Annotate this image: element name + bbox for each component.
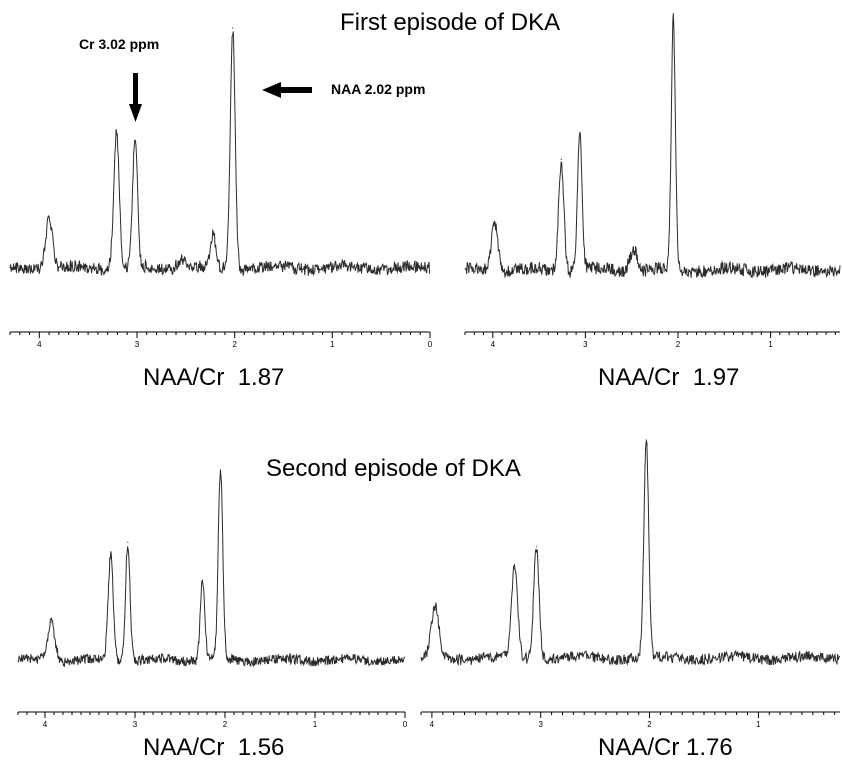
naa-peak-annotation: NAA 2.02 ppm (331, 81, 426, 97)
x-tick-label: 0 (403, 720, 408, 729)
peak-point-3 (127, 541, 129, 543)
x-tick-label: 0 (428, 340, 433, 349)
spectrum-trace (9, 31, 431, 276)
ratio-label-4: NAA/Cr 1.76 (598, 734, 733, 762)
ratio-name-1: NAA/Cr (143, 364, 225, 391)
peak-point-1 (48, 217, 50, 219)
ratio-value-3: 1.56 (237, 734, 285, 761)
x-tick-label: 2 (232, 340, 237, 349)
peak-point-1 (494, 221, 496, 223)
x-tick-label: 2 (676, 340, 681, 349)
peak-point-4 (632, 246, 635, 248)
cr-peak-annotation: Cr 3.02 ppm (79, 36, 160, 52)
x-tick-label: 4 (37, 340, 42, 349)
x-tick-label: 1 (768, 340, 773, 349)
peak-point-4 (180, 257, 182, 259)
ratio-value-4: 1.76 (686, 734, 733, 761)
ratio-value-1: 1.87 (237, 364, 285, 391)
x-tick-label: 2 (647, 720, 652, 729)
annotation-arrows (129, 73, 312, 122)
spectrum-trace (17, 469, 406, 668)
peak-point-6 (232, 27, 234, 29)
peak-point-4 (645, 439, 647, 441)
spectrum-trace (464, 13, 841, 279)
peak-point-2 (560, 158, 562, 160)
peak-point-4 (201, 579, 204, 581)
peak-point-2 (115, 130, 118, 132)
ratio-name-2: NAA/Cr (598, 364, 680, 391)
x-tick-label: 3 (133, 720, 138, 729)
spectrum-panel-2: 4 3 2 1 (464, 13, 841, 349)
ratio-name-4: NAA/Cr (598, 734, 680, 761)
x-tick-label: 4 (491, 340, 496, 349)
x-tick-label: 2 (223, 720, 228, 729)
x-tick-label: 3 (583, 340, 588, 349)
spectrum-panel-4: 4 3 2 1 (420, 439, 841, 729)
first-episode-heading: First episode of DKA (340, 9, 561, 36)
x-tick-label: 4 (43, 720, 48, 729)
peak-point-3 (579, 133, 581, 135)
x-tick-label: 1 (330, 340, 335, 349)
peak-point-3 (134, 140, 136, 142)
peak-point-3 (535, 546, 538, 548)
peak-point-2 (514, 568, 516, 570)
peak-point-1 (434, 607, 436, 609)
spectrum-panel-1: 4 3 2 1 0 (9, 27, 433, 349)
cr-arrow-icon (129, 73, 142, 122)
ratio-value-2: 1.97 (692, 364, 740, 391)
second-episode-heading: Second episode of DKA (266, 455, 521, 482)
spectrum-panel-3: 4 3 2 1 0 (17, 469, 408, 729)
peak-point-5 (212, 233, 214, 235)
x-tick-label: 3 (538, 720, 543, 729)
peak-point-5 (672, 17, 674, 19)
x-tick-label: 1 (313, 720, 318, 729)
ratio-label-3: NAA/Cr 1.56 (143, 734, 284, 762)
naa-arrow-icon (262, 82, 312, 98)
ratio-label-1: NAA/Cr 1.87 (143, 364, 284, 392)
x-tick-label: 3 (135, 340, 140, 349)
peak-point-5 (219, 469, 222, 471)
peak-point-2 (110, 554, 112, 557)
spectrum-trace (420, 439, 841, 667)
x-tick-label: 1 (756, 720, 761, 729)
x-tick-label: 4 (430, 720, 435, 729)
peak-point-1 (50, 621, 52, 623)
ratio-label-2: NAA/Cr 1.97 (598, 364, 739, 392)
ratio-name-3: NAA/Cr (143, 734, 225, 761)
